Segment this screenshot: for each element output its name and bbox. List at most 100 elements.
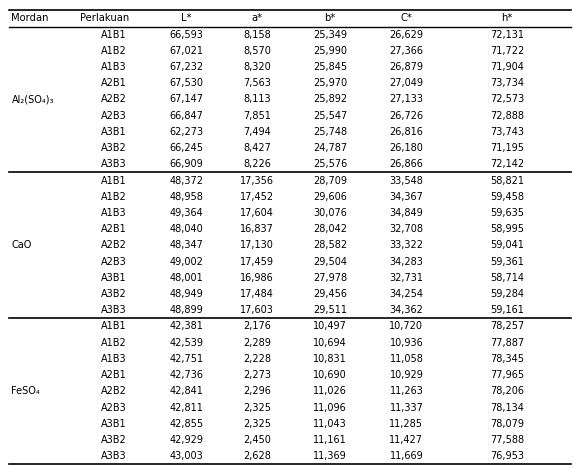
Text: A3B3: A3B3 bbox=[101, 451, 126, 461]
Text: 8,570: 8,570 bbox=[243, 46, 271, 56]
Text: 29,511: 29,511 bbox=[313, 305, 347, 315]
Text: 78,079: 78,079 bbox=[490, 419, 524, 429]
Text: 27,366: 27,366 bbox=[389, 46, 424, 56]
Text: 17,484: 17,484 bbox=[240, 289, 274, 299]
Text: A1B1: A1B1 bbox=[101, 176, 126, 185]
Text: 26,879: 26,879 bbox=[389, 62, 424, 72]
Text: 48,949: 48,949 bbox=[170, 289, 203, 299]
Text: 17,604: 17,604 bbox=[240, 208, 274, 218]
Text: A1B2: A1B2 bbox=[101, 192, 126, 202]
Text: A1B2: A1B2 bbox=[101, 46, 126, 56]
Text: A3B2: A3B2 bbox=[101, 435, 126, 445]
Text: 17,356: 17,356 bbox=[240, 176, 274, 185]
Text: C*: C* bbox=[401, 14, 412, 23]
Text: 48,899: 48,899 bbox=[170, 305, 203, 315]
Text: 10,720: 10,720 bbox=[389, 322, 424, 331]
Text: A3B1: A3B1 bbox=[101, 127, 126, 137]
Text: 10,694: 10,694 bbox=[313, 337, 347, 348]
Text: 27,049: 27,049 bbox=[389, 78, 424, 88]
Text: 26,629: 26,629 bbox=[389, 29, 424, 40]
Text: A2B3: A2B3 bbox=[101, 110, 126, 121]
Text: 66,245: 66,245 bbox=[169, 143, 204, 153]
Text: 73,734: 73,734 bbox=[490, 78, 524, 88]
Text: 42,381: 42,381 bbox=[169, 322, 204, 331]
Text: 11,369: 11,369 bbox=[313, 451, 347, 461]
Text: 67,021: 67,021 bbox=[169, 46, 204, 56]
Text: 73,743: 73,743 bbox=[490, 127, 524, 137]
Text: CaO: CaO bbox=[11, 241, 32, 250]
Text: 11,427: 11,427 bbox=[389, 435, 424, 445]
Text: 16,837: 16,837 bbox=[240, 224, 274, 234]
Text: 34,362: 34,362 bbox=[389, 305, 424, 315]
Text: 77,965: 77,965 bbox=[490, 370, 524, 380]
Text: 25,845: 25,845 bbox=[313, 62, 347, 72]
Text: 34,367: 34,367 bbox=[389, 192, 424, 202]
Text: 10,690: 10,690 bbox=[313, 370, 347, 380]
Text: 27,978: 27,978 bbox=[313, 273, 347, 283]
Text: A2B2: A2B2 bbox=[100, 241, 127, 250]
Text: A2B1: A2B1 bbox=[101, 78, 126, 88]
Text: 33,548: 33,548 bbox=[389, 176, 424, 185]
Text: 16,986: 16,986 bbox=[241, 273, 274, 283]
Text: 78,206: 78,206 bbox=[490, 386, 524, 396]
Text: 8,113: 8,113 bbox=[243, 95, 271, 104]
Text: 2,289: 2,289 bbox=[243, 337, 271, 348]
Text: 11,058: 11,058 bbox=[389, 354, 424, 364]
Text: 11,161: 11,161 bbox=[313, 435, 347, 445]
Text: 2,628: 2,628 bbox=[243, 451, 271, 461]
Text: 62,273: 62,273 bbox=[169, 127, 204, 137]
Text: A1B3: A1B3 bbox=[101, 354, 126, 364]
Text: 59,284: 59,284 bbox=[490, 289, 524, 299]
Text: A3B2: A3B2 bbox=[101, 289, 126, 299]
Text: A2B3: A2B3 bbox=[101, 402, 126, 412]
Text: 7,563: 7,563 bbox=[243, 78, 271, 88]
Text: 7,494: 7,494 bbox=[243, 127, 271, 137]
Text: 11,043: 11,043 bbox=[313, 419, 347, 429]
Text: A1B1: A1B1 bbox=[101, 29, 126, 40]
Text: FeSO₄: FeSO₄ bbox=[11, 386, 40, 396]
Text: 78,134: 78,134 bbox=[490, 402, 524, 412]
Text: 77,588: 77,588 bbox=[490, 435, 524, 445]
Text: Al₂(SO₄)₃: Al₂(SO₄)₃ bbox=[11, 95, 54, 104]
Text: A3B3: A3B3 bbox=[101, 159, 126, 169]
Text: 28,042: 28,042 bbox=[313, 224, 347, 234]
Text: 58,714: 58,714 bbox=[490, 273, 524, 283]
Text: A3B1: A3B1 bbox=[101, 419, 126, 429]
Text: 77,887: 77,887 bbox=[490, 337, 524, 348]
Text: 42,539: 42,539 bbox=[169, 337, 204, 348]
Text: 7,851: 7,851 bbox=[243, 110, 271, 121]
Text: 2,273: 2,273 bbox=[243, 370, 271, 380]
Text: h*: h* bbox=[501, 14, 513, 23]
Text: 66,909: 66,909 bbox=[170, 159, 203, 169]
Text: 17,452: 17,452 bbox=[240, 192, 274, 202]
Text: 59,361: 59,361 bbox=[490, 256, 524, 267]
Text: 10,929: 10,929 bbox=[389, 370, 424, 380]
Text: 71,195: 71,195 bbox=[490, 143, 524, 153]
Text: 11,337: 11,337 bbox=[389, 402, 424, 412]
Text: 48,040: 48,040 bbox=[170, 224, 203, 234]
Text: 34,254: 34,254 bbox=[389, 289, 424, 299]
Text: 71,722: 71,722 bbox=[490, 46, 524, 56]
Text: 66,847: 66,847 bbox=[169, 110, 204, 121]
Text: 42,855: 42,855 bbox=[169, 419, 204, 429]
Text: 42,736: 42,736 bbox=[169, 370, 204, 380]
Text: A2B1: A2B1 bbox=[101, 370, 126, 380]
Text: 11,026: 11,026 bbox=[313, 386, 347, 396]
Text: 11,263: 11,263 bbox=[389, 386, 424, 396]
Text: A1B1: A1B1 bbox=[101, 322, 126, 331]
Text: 2,450: 2,450 bbox=[243, 435, 271, 445]
Text: 32,731: 32,731 bbox=[389, 273, 424, 283]
Text: L*: L* bbox=[181, 14, 192, 23]
Text: 42,811: 42,811 bbox=[169, 402, 204, 412]
Text: 26,816: 26,816 bbox=[389, 127, 424, 137]
Text: b*: b* bbox=[324, 14, 336, 23]
Text: 34,849: 34,849 bbox=[390, 208, 423, 218]
Text: a*: a* bbox=[251, 14, 263, 23]
Text: 24,787: 24,787 bbox=[313, 143, 347, 153]
Text: 49,002: 49,002 bbox=[169, 256, 204, 267]
Text: 25,748: 25,748 bbox=[313, 127, 347, 137]
Text: Perlakuan: Perlakuan bbox=[80, 14, 130, 23]
Text: 67,232: 67,232 bbox=[169, 62, 204, 72]
Text: 58,995: 58,995 bbox=[490, 224, 524, 234]
Text: 29,456: 29,456 bbox=[313, 289, 347, 299]
